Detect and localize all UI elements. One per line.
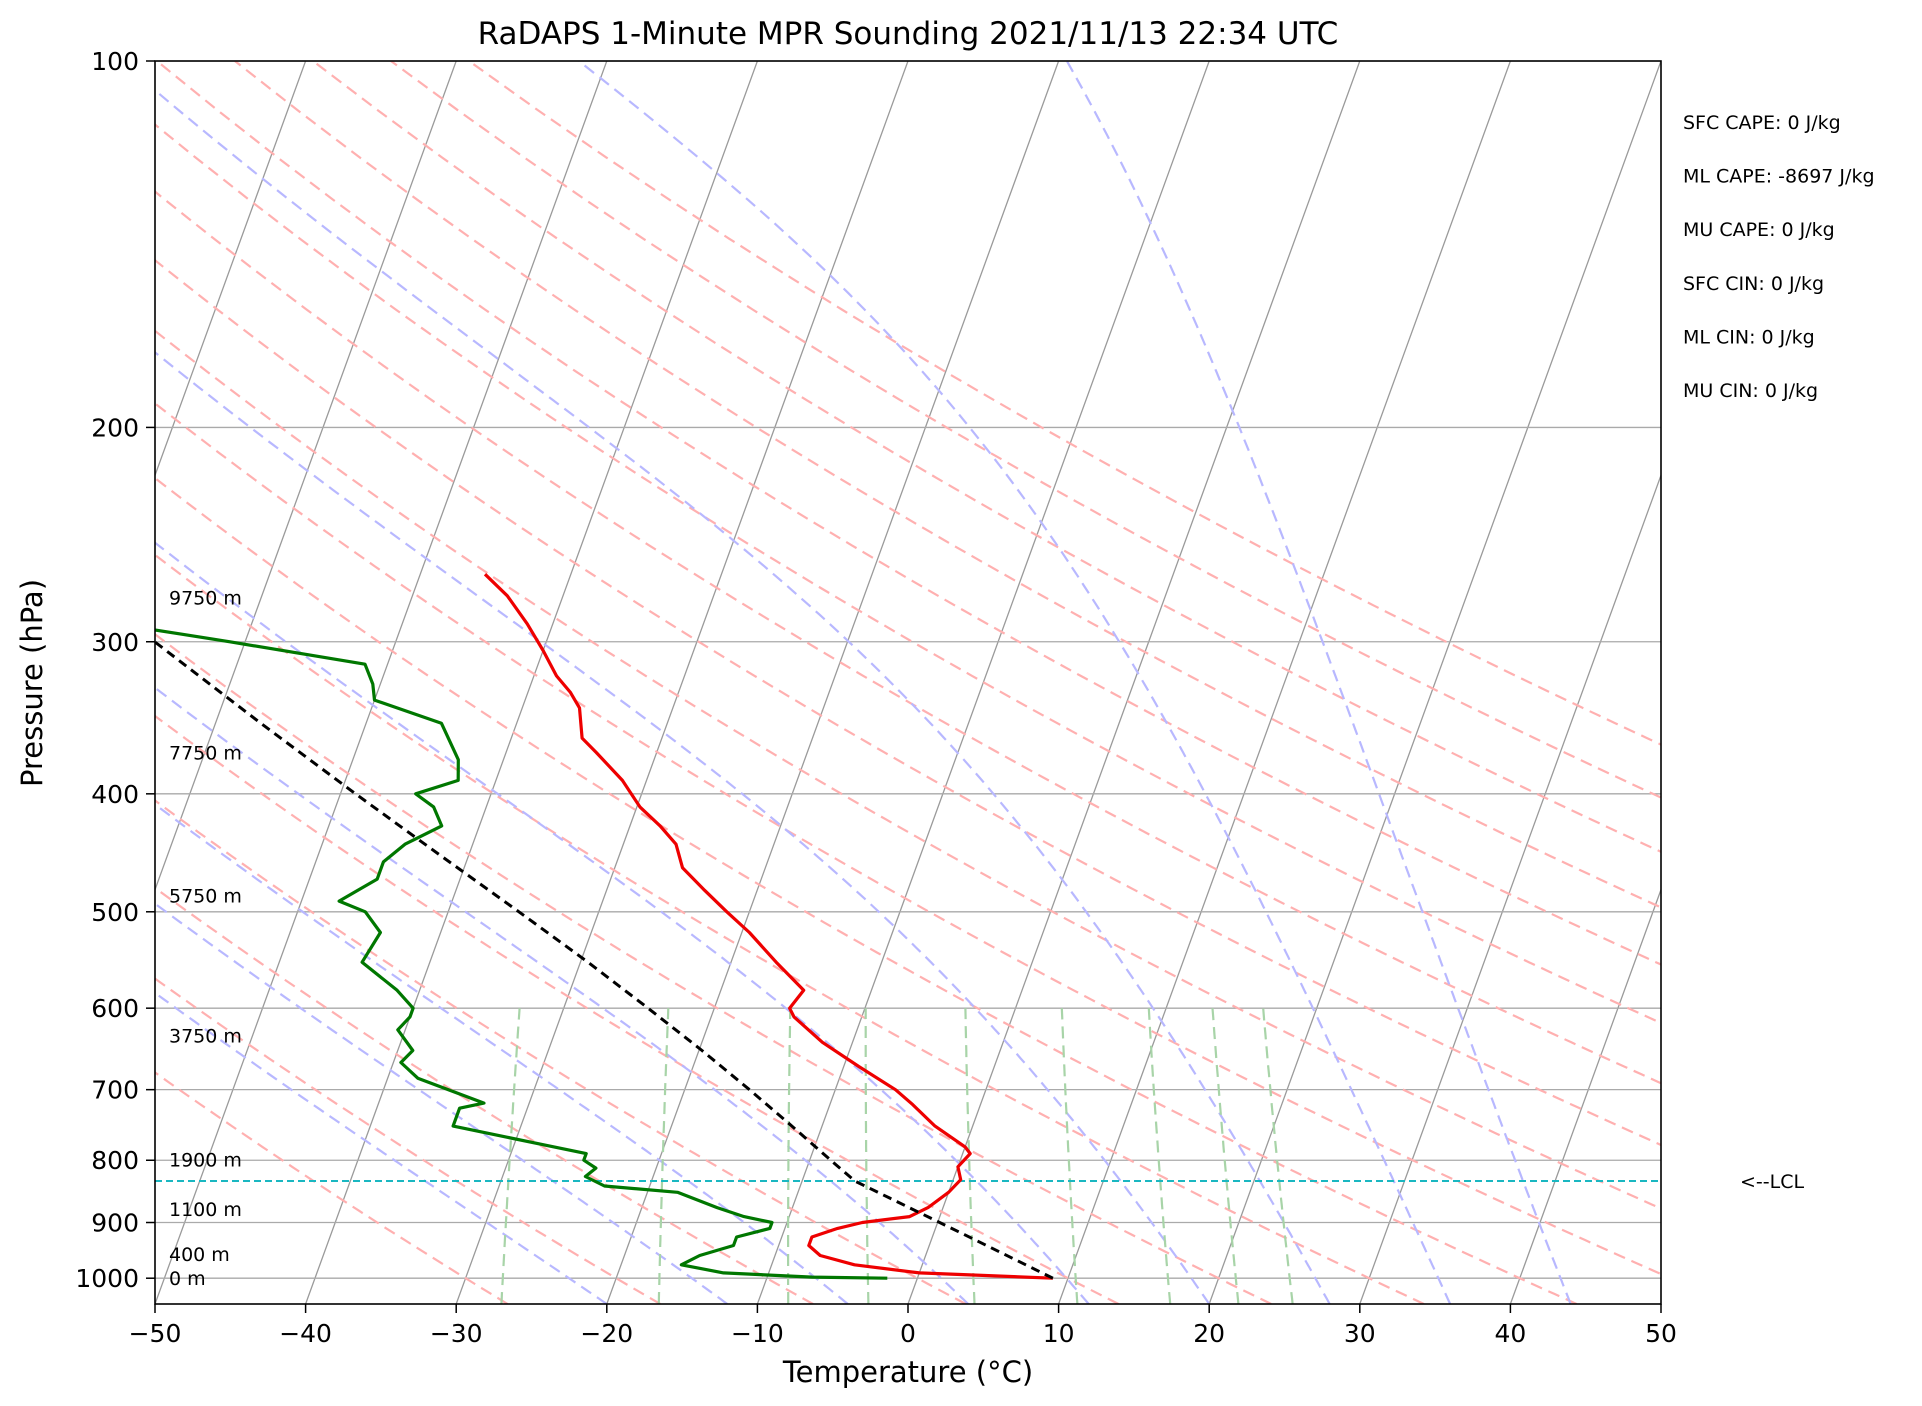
y-tick-label: 800 [91, 1146, 139, 1175]
mixing-ratio-line [1060, 1008, 1079, 1304]
dry-adiabat-line [312, 61, 1661, 854]
x-tick-label: 40 [1494, 1319, 1526, 1348]
y-tick-label: 900 [91, 1209, 139, 1238]
mixing-ratio-line [1147, 1008, 1172, 1304]
moist-adiabat-line [155, 803, 849, 1304]
x-tick-label: 0 [900, 1319, 916, 1348]
height-label: 400 m [169, 1244, 230, 1266]
x-tick-label: −50 [129, 1319, 182, 1348]
x-axis-title: Temperature (°C) [782, 1355, 1033, 1389]
moist-adiabat-line [155, 541, 1090, 1304]
x-tick-label: 50 [1645, 1319, 1677, 1348]
dry-adiabat-line [155, 1071, 509, 1304]
lcl-label: <--LCL [1740, 1171, 1804, 1193]
dry-adiabat-line [155, 977, 661, 1304]
dry-adiabat-line [155, 714, 1119, 1304]
moist-adiabat-line [155, 350, 1211, 1304]
y-tick-label: 300 [91, 628, 139, 657]
x-tick-label: −10 [731, 1319, 784, 1348]
moist-adiabat-line [155, 991, 608, 1304]
isotherm-line [455, 61, 909, 1304]
isotherm-line [304, 61, 759, 1304]
height-label: 7750 m [169, 743, 242, 765]
mixing-ratio-line [964, 1008, 976, 1304]
x-tick-label: −30 [430, 1319, 483, 1348]
dewpoint-line [155, 628, 888, 1280]
stability-index-label: ML CAPE: -8697 J/kg [1683, 166, 1875, 188]
chart-title: RaDAPS 1-Minute MPR Sounding 2021/11/13 … [478, 16, 1339, 52]
y-tick-label: 500 [91, 898, 139, 927]
stability-index-label: SFC CAPE: 0 J/kg [1683, 112, 1841, 134]
dry-adiabat-line [155, 799, 967, 1304]
x-tick-label: −20 [580, 1319, 633, 1348]
stability-index-label: SFC CIN: 0 J/kg [1683, 273, 1824, 295]
dry-adiabat-line [155, 632, 1272, 1304]
y-tick-label: 400 [91, 780, 139, 809]
mixing-ratio-line [500, 1008, 521, 1304]
stability-index-label: MU CAPE: 0 J/kg [1683, 219, 1835, 241]
dry-adiabat-line [468, 61, 1661, 746]
x-tick-label: −40 [279, 1319, 332, 1348]
height-label: 5750 m [169, 886, 242, 908]
mixing-ratio-line [787, 1008, 792, 1304]
x-tick-label: 30 [1344, 1319, 1376, 1348]
height-label: 1900 m [169, 1150, 242, 1172]
y-tick-label: 200 [91, 413, 139, 442]
height-label: 9750 m [169, 588, 242, 610]
y-tick-label: 1000 [75, 1264, 139, 1293]
stability-index-label: ML CIN: 0 J/kg [1683, 326, 1815, 348]
dry-adiabat-line [156, 61, 1661, 966]
isotherm-line [1208, 61, 1661, 1304]
moist-adiabat-line [578, 61, 1452, 1304]
height-label: 0 m [169, 1268, 206, 1290]
height-label: 1100 m [169, 1199, 242, 1221]
isotherm-line [155, 61, 457, 892]
dry-adiabat-line [155, 258, 1661, 1147]
dry-adiabat-line [155, 123, 1661, 1025]
isotherm-line [606, 61, 1060, 1304]
mixing-ratio-line [1211, 1008, 1240, 1304]
stability-index-label: MU CIN: 0 J/kg [1683, 380, 1818, 402]
isotherm-line [1509, 887, 1661, 1304]
parcel-profile-line [155, 640, 1054, 1280]
isotherm-line [155, 61, 608, 1304]
temperature-line [483, 573, 1053, 1280]
dry-adiabat-line [155, 476, 1578, 1304]
dry-adiabat-line [155, 402, 1661, 1276]
mixing-ratio-line [1262, 1008, 1294, 1304]
isotherm-line [1359, 473, 1661, 1304]
height-label: 3750 m [169, 1026, 242, 1048]
y-tick-label: 100 [91, 47, 139, 76]
y-tick-label: 700 [91, 1076, 139, 1105]
isotherm-line [907, 61, 1361, 1304]
mixing-ratio-line [657, 1008, 670, 1304]
x-tick-label: 10 [1043, 1319, 1075, 1348]
y-tick-label: 600 [91, 994, 139, 1023]
moist-adiabat-line [155, 902, 728, 1304]
x-tick-label: 20 [1193, 1319, 1225, 1348]
isotherm-line [155, 61, 307, 478]
dry-adiabat-line [155, 553, 1425, 1304]
moist-adiabat-line [155, 88, 1331, 1304]
dry-adiabat-line [155, 190, 1661, 1085]
isotherm-line [1057, 61, 1512, 1304]
y-axis-title: Pressure (hPa) [15, 579, 49, 787]
